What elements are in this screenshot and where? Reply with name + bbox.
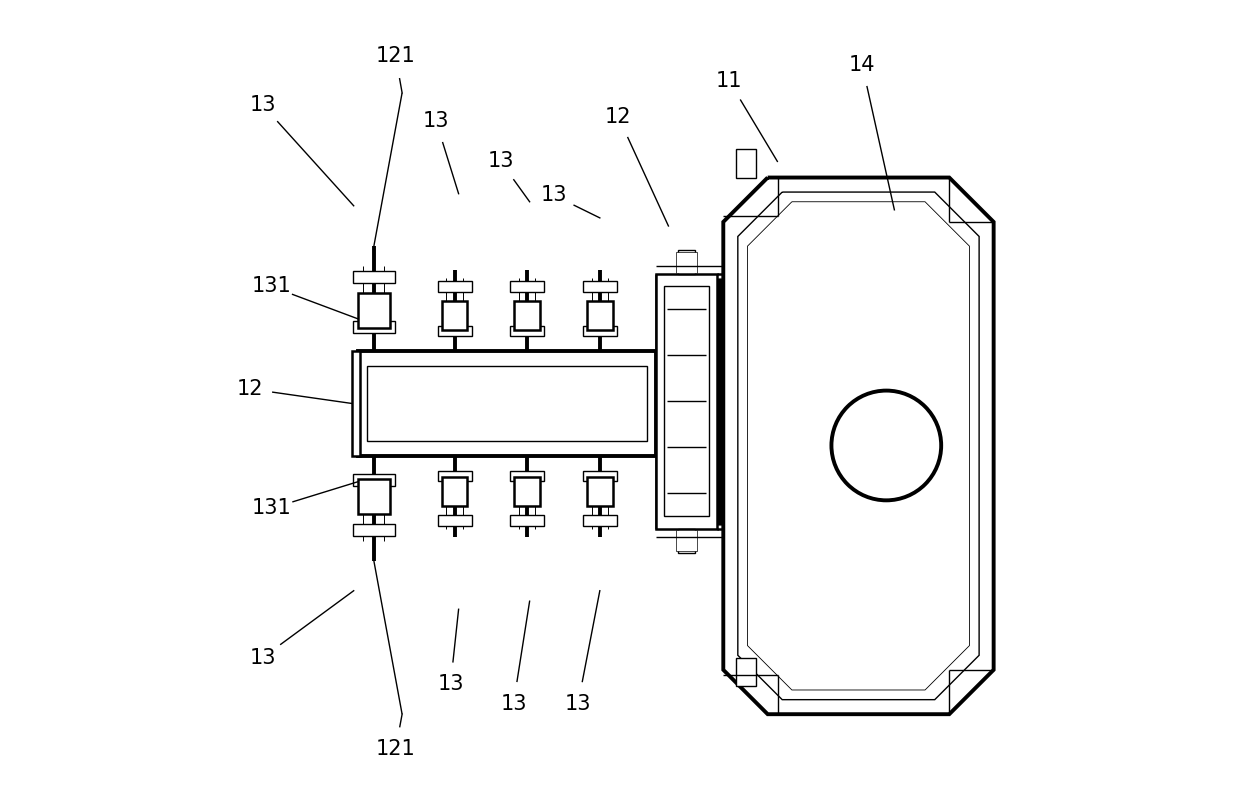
Text: 13: 13 <box>423 111 449 131</box>
Bar <box>656 274 717 529</box>
Text: 13: 13 <box>249 95 275 115</box>
Text: 14: 14 <box>849 55 875 74</box>
Bar <box>665 286 709 516</box>
Bar <box>441 301 467 330</box>
Bar <box>352 351 360 456</box>
Text: 13: 13 <box>564 694 591 713</box>
Bar <box>510 282 544 292</box>
Circle shape <box>832 391 941 500</box>
Bar <box>587 301 613 330</box>
Bar <box>438 516 471 526</box>
Bar <box>367 366 646 441</box>
Bar <box>353 271 394 283</box>
Bar <box>678 250 696 274</box>
Text: 11: 11 <box>715 71 743 90</box>
Bar <box>515 477 541 506</box>
Text: 13: 13 <box>500 694 527 713</box>
Text: 131: 131 <box>252 499 291 518</box>
Text: 131: 131 <box>252 277 291 296</box>
Bar <box>737 658 756 686</box>
Bar <box>438 471 471 481</box>
Bar <box>583 516 616 526</box>
Bar <box>510 471 544 481</box>
Text: 121: 121 <box>376 739 415 759</box>
Bar <box>353 320 394 332</box>
Bar <box>583 325 616 336</box>
Bar <box>353 525 394 537</box>
Text: 121: 121 <box>376 47 415 66</box>
Bar <box>587 477 613 506</box>
Bar <box>510 325 544 336</box>
Bar <box>678 529 696 553</box>
Bar <box>438 282 471 292</box>
Bar <box>357 479 391 514</box>
Text: 13: 13 <box>487 152 513 171</box>
Text: 12: 12 <box>237 379 264 399</box>
Bar <box>357 293 391 328</box>
Bar <box>583 471 616 481</box>
Bar <box>515 301 541 330</box>
Bar <box>353 474 394 486</box>
Text: 13: 13 <box>438 675 464 694</box>
Bar <box>441 477 467 506</box>
Bar <box>737 149 756 178</box>
Bar <box>357 351 656 456</box>
Bar <box>438 325 471 336</box>
Bar <box>510 516 544 526</box>
Text: 13: 13 <box>249 648 275 667</box>
Bar <box>583 282 616 292</box>
Bar <box>676 530 697 551</box>
Text: 12: 12 <box>605 107 631 127</box>
Bar <box>676 252 697 273</box>
Text: 13: 13 <box>541 186 567 205</box>
